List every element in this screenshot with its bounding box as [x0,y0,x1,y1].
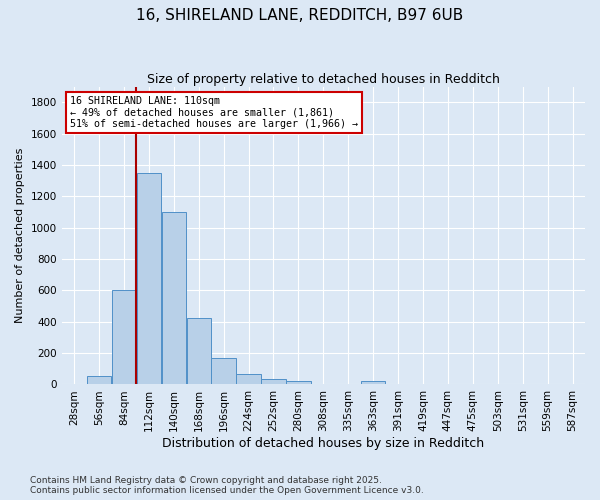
Bar [187,318,211,384]
Bar [87,376,111,384]
Bar [137,173,161,384]
Bar [161,212,186,384]
Text: 16 SHIRELAND LANE: 110sqm
← 49% of detached houses are smaller (1,861)
51% of se: 16 SHIRELAND LANE: 110sqm ← 49% of detac… [70,96,358,129]
Text: 16, SHIRELAND LANE, REDDITCH, B97 6UB: 16, SHIRELAND LANE, REDDITCH, B97 6UB [136,8,464,22]
Bar [261,379,286,384]
Bar [236,374,261,384]
Bar [211,358,236,384]
Text: Contains HM Land Registry data © Crown copyright and database right 2025.
Contai: Contains HM Land Registry data © Crown c… [30,476,424,495]
Title: Size of property relative to detached houses in Redditch: Size of property relative to detached ho… [147,72,500,86]
Bar [112,290,136,384]
Bar [286,382,311,384]
X-axis label: Distribution of detached houses by size in Redditch: Distribution of detached houses by size … [162,437,484,450]
Y-axis label: Number of detached properties: Number of detached properties [15,148,25,324]
Bar [361,382,385,384]
